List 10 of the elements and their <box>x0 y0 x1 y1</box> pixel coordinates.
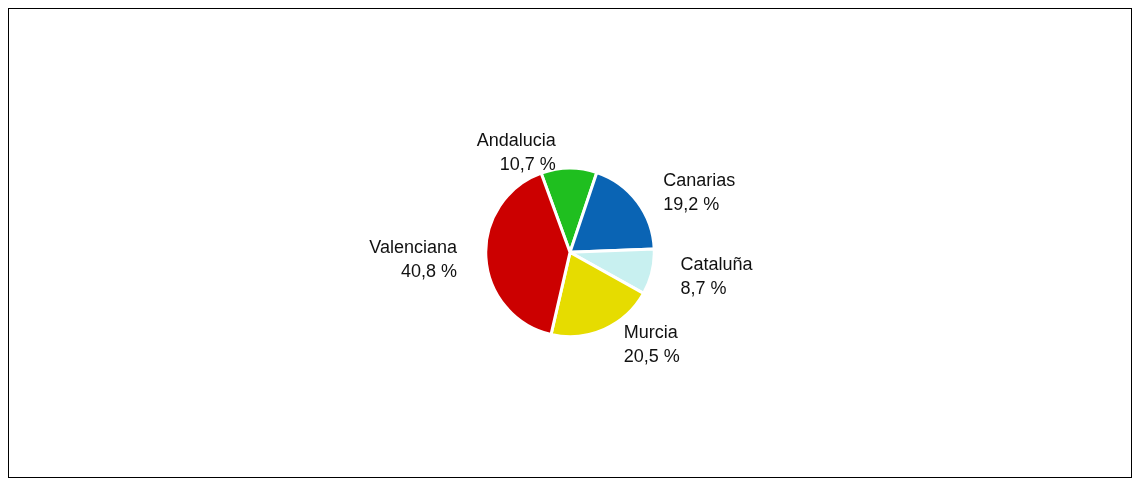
data-label: 40,8 % <box>400 260 457 281</box>
data-label: 20,5 % <box>623 345 680 366</box>
slice-label: Valenciana <box>369 236 458 257</box>
slice-label: Murcia <box>623 321 679 342</box>
slice-label: Cataluña <box>680 253 754 274</box>
data-label: 10,7 % <box>499 154 556 175</box>
slice-label: Canarias <box>663 170 736 191</box>
slice-label: Andalucia <box>476 130 557 151</box>
data-label: 19,2 % <box>663 194 720 215</box>
data-label: 8,7 % <box>680 277 727 298</box>
